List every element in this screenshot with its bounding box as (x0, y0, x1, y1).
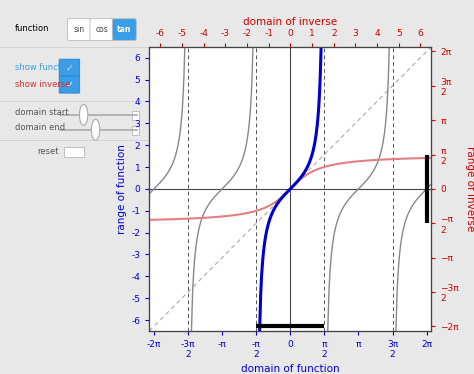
FancyBboxPatch shape (67, 19, 91, 40)
Text: show inverse: show inverse (15, 80, 71, 89)
FancyBboxPatch shape (90, 19, 114, 40)
Circle shape (91, 119, 100, 140)
Text: show function: show function (15, 63, 74, 72)
X-axis label: domain of function: domain of function (241, 364, 340, 374)
Y-axis label: range of function: range of function (117, 144, 127, 234)
Bar (64, 147, 83, 157)
FancyBboxPatch shape (112, 19, 137, 40)
Y-axis label: range of inverse: range of inverse (465, 146, 474, 232)
Text: sin: sin (74, 25, 85, 34)
Bar (132, 111, 139, 120)
Text: tan: tan (117, 25, 131, 34)
FancyBboxPatch shape (59, 59, 80, 76)
Text: ✓: ✓ (65, 63, 73, 73)
FancyBboxPatch shape (59, 76, 80, 93)
Text: reset: reset (37, 147, 59, 156)
Text: function: function (15, 24, 49, 33)
X-axis label: domain of inverse: domain of inverse (243, 16, 337, 27)
Text: domain start: domain start (15, 108, 69, 117)
Circle shape (80, 104, 88, 125)
Text: ✓: ✓ (65, 80, 73, 89)
Text: cos: cos (96, 25, 108, 34)
Text: domain end: domain end (15, 123, 65, 132)
Bar (132, 126, 139, 135)
